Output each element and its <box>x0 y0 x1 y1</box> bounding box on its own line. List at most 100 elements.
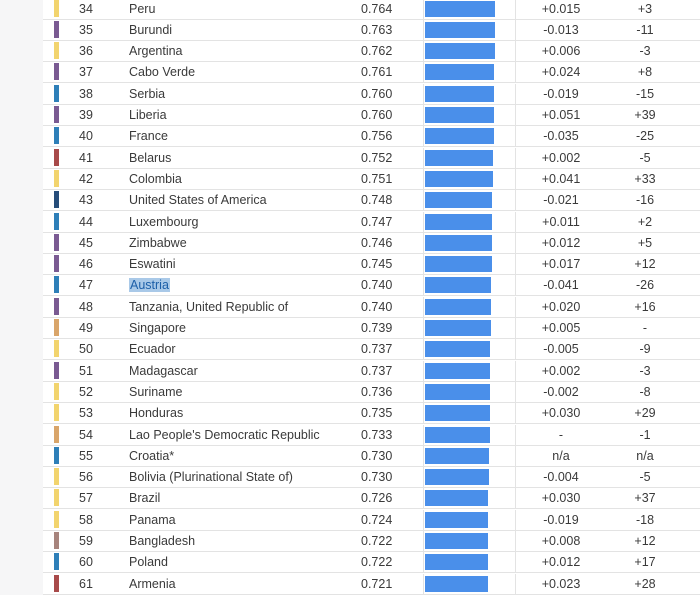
table-row[interactable]: 38 Serbia 0.760 -0.019 -15 <box>43 83 700 105</box>
rank-cell: 38 <box>79 86 93 101</box>
column-divider <box>515 467 516 488</box>
column-divider <box>515 275 516 296</box>
rank-cell: 34 <box>79 1 93 16</box>
score-change-cell: +0.005 <box>541 321 581 335</box>
rank-cell: 36 <box>79 44 93 59</box>
table-row[interactable]: 46 Eswatini 0.745 +0.017 +12 <box>43 254 700 276</box>
country-name-cell: Burundi <box>129 22 173 37</box>
score-cell: 0.740 <box>361 278 393 293</box>
table-row[interactable]: 37 Cabo Verde 0.761 +0.024 +8 <box>43 62 700 84</box>
score-bar-track <box>425 361 515 381</box>
table-row[interactable]: 49 Singapore 0.739 +0.005 - <box>43 318 700 339</box>
table-row[interactable]: 40 France 0.756 -0.035 -25 <box>43 126 700 148</box>
table-row[interactable]: 53 Honduras 0.735 +0.030 +29 <box>43 403 700 425</box>
column-divider <box>515 573 516 594</box>
table-row[interactable]: 54 Lao People's Democratic Republic 0.733 -… <box>43 424 700 446</box>
table-row[interactable]: 58 Panama 0.724 -0.019 -18 <box>43 509 700 531</box>
score-bar-track <box>425 105 515 125</box>
column-divider <box>423 488 424 509</box>
score-cell: 0.752 <box>361 150 393 165</box>
country-name-cell: Luxembourg <box>129 214 199 229</box>
table-row[interactable]: 39 Liberia 0.760 +0.051 +39 <box>43 105 700 126</box>
table-row[interactable]: 35 Burundi 0.763 -0.013 -11 <box>43 19 700 41</box>
region-color-marker <box>54 106 59 123</box>
region-color-marker <box>54 361 59 379</box>
score-cell: 0.726 <box>361 491 393 506</box>
score-cell: 0.724 <box>361 512 393 527</box>
score-bar-track <box>425 488 515 508</box>
column-divider <box>423 19 424 40</box>
country-name-cell: Bangladesh <box>129 534 196 548</box>
rank-change-cell: -18 <box>635 512 655 527</box>
score-change-cell: +0.023 <box>541 576 581 591</box>
column-divider <box>515 19 516 40</box>
country-name-cell: Bolivia (Plurinational State of) <box>129 470 293 485</box>
table-row[interactable]: 42 Colombia 0.751 +0.041 +33 <box>43 168 700 190</box>
country-name-cell: Cabo Verde <box>129 65 196 80</box>
table-row[interactable]: 34 Peru 0.764 +0.015 +3 <box>43 0 700 20</box>
rank-cell: 48 <box>79 299 93 314</box>
score-bar-track <box>425 510 515 530</box>
region-color-marker <box>54 446 59 464</box>
country-name-cell: Croatia* <box>129 448 175 463</box>
rank-cell: 51 <box>79 363 93 378</box>
column-divider <box>423 445 424 466</box>
region-color-marker <box>54 63 59 81</box>
table-row[interactable]: 41 Belarus 0.752 +0.002 -5 <box>43 147 700 169</box>
table-row[interactable]: 61 Armenia 0.721 +0.023 +28 <box>43 573 700 595</box>
region-color-marker <box>54 255 59 273</box>
table-row[interactable]: 47 Austria 0.740 -0.041 -26 <box>43 275 700 297</box>
score-bar-track <box>425 62 515 82</box>
rank-change-cell: +17 <box>634 555 656 570</box>
score-cell: 0.737 <box>361 363 393 378</box>
table-row[interactable]: 45 Zimbabwe 0.746 +0.012 +5 <box>43 232 700 254</box>
score-bar <box>425 128 494 145</box>
score-change-cell: +0.017 <box>541 257 581 272</box>
score-cell: 0.721 <box>361 576 393 591</box>
country-name-cell: Peru <box>129 1 156 16</box>
score-change-cell: -0.013 <box>543 22 579 37</box>
column-divider <box>515 105 516 125</box>
table-row[interactable]: 60 Poland 0.722 +0.012 +17 <box>43 552 700 574</box>
column-divider <box>515 296 516 317</box>
score-change-cell: +0.015 <box>541 1 581 16</box>
table-row[interactable]: 52 Suriname 0.736 -0.002 -8 <box>43 381 700 403</box>
column-divider <box>515 509 516 530</box>
rank-change-cell: +2 <box>637 214 653 229</box>
score-cell: 0.735 <box>361 406 393 421</box>
rank-change-cell: -3 <box>639 44 651 59</box>
score-cell: 0.740 <box>361 299 393 314</box>
table-row[interactable]: 56 Bolivia (Plurinational State of) 0.730 -… <box>43 467 700 489</box>
rank-change-cell: -3 <box>639 363 651 378</box>
table-row[interactable]: 48 Tanzania, United Republic of 0.740 +0.02… <box>43 296 700 318</box>
region-color-marker <box>54 553 59 571</box>
score-bar-track <box>425 0 515 19</box>
country-name-cell: Ecuador <box>129 342 176 357</box>
score-bar <box>425 64 495 81</box>
score-bar <box>425 554 488 571</box>
table-row[interactable]: 50 Ecuador 0.737 -0.005 -9 <box>43 339 700 361</box>
score-bar <box>425 192 493 209</box>
column-divider <box>515 445 516 466</box>
score-bar <box>425 362 491 379</box>
rank-change-cell: -5 <box>639 470 651 485</box>
table-row[interactable]: 44 Luxembourg 0.747 +0.011 +2 <box>43 211 700 233</box>
table-row[interactable]: 59 Bangladesh 0.722 +0.008 +12 <box>43 531 700 552</box>
table-row[interactable]: 36 Argentina 0.762 +0.006 -3 <box>43 41 700 63</box>
score-change-cell: -0.005 <box>543 342 579 357</box>
country-name-cell: Honduras <box>129 406 184 421</box>
table-row[interactable]: 57 Brazil 0.726 +0.030 +37 <box>43 488 700 510</box>
column-divider <box>423 232 424 253</box>
score-bar-track <box>425 20 515 40</box>
table-row[interactable]: 55 Croatia* 0.730 n/a n/a <box>43 445 700 467</box>
column-divider <box>423 424 424 445</box>
score-bar-track <box>425 531 515 551</box>
rank-change-cell: +29 <box>634 406 656 421</box>
table-row[interactable]: 51 Madagascar 0.737 +0.002 -3 <box>43 360 700 382</box>
column-divider <box>423 83 424 104</box>
table-row[interactable]: 43 United States of America 0.748 -0.021 -16 <box>43 190 700 212</box>
score-change-cell: +0.002 <box>541 363 581 378</box>
rank-change-cell: +12 <box>634 534 656 548</box>
ranking-table: 34 Peru 0.764 +0.015 +3 35 Burundi 0.763 -0.013 -… <box>43 0 700 595</box>
score-change-cell: -0.019 <box>543 512 579 527</box>
